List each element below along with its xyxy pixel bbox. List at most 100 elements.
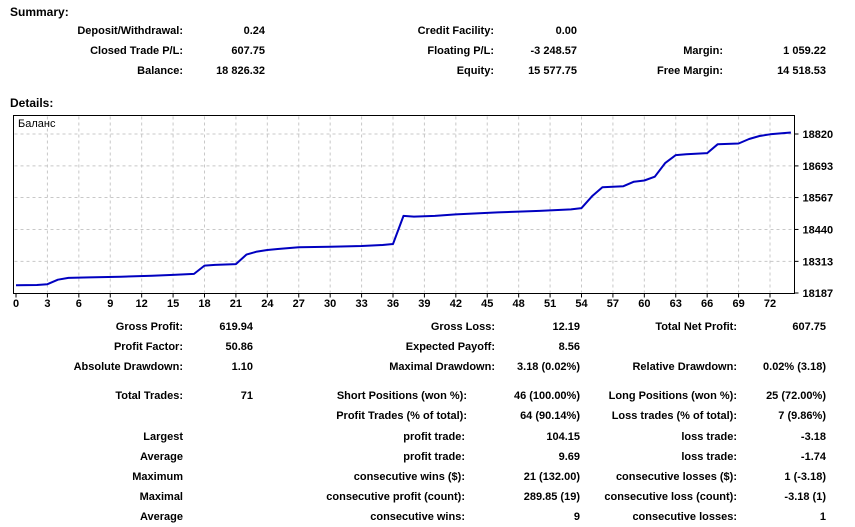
- chart-tick-label: 9: [107, 298, 113, 310]
- stat-label: Gross Profit:: [115, 321, 183, 333]
- stat-label: Profit Factor:: [113, 341, 183, 353]
- chart-tick-label: 27: [293, 298, 305, 310]
- summary-value: -3 248.57: [530, 45, 577, 57]
- chart-tick-label: 69: [732, 298, 744, 310]
- summary-value: 0.00: [555, 25, 577, 37]
- stat-label: Long Positions (won %):: [608, 390, 737, 402]
- summary-label: Credit Facility:: [417, 25, 494, 37]
- stat-value: 9: [573, 511, 580, 523]
- chart-tick-label: 63: [670, 298, 682, 310]
- stat-label: Expected Payoff:: [405, 341, 495, 353]
- stat-value: 9.69: [558, 451, 580, 463]
- chart-tick-label: 24: [261, 298, 274, 310]
- summary-label: Free Margin:: [656, 65, 723, 77]
- stat-label: Loss trades (% of total):: [611, 410, 737, 422]
- stat-label: consecutive losses ($):: [615, 471, 737, 483]
- stat-value: 50.86: [225, 341, 253, 353]
- stat-value: -3.18: [800, 431, 826, 443]
- chart-tick-label: 45: [481, 298, 493, 310]
- summary-value: 0.24: [243, 25, 265, 37]
- stat-value: 0.02% (3.18): [763, 361, 826, 373]
- stat-label: profit trade:: [403, 451, 465, 463]
- stat-label: Profit Trades (% of total):: [336, 410, 467, 422]
- chart-tick-label: 36: [387, 298, 399, 310]
- stat-value: 104.15: [546, 431, 580, 443]
- chart-tick-label: 18567: [803, 193, 834, 205]
- chart-tick-label: 18693: [803, 161, 834, 173]
- summary-label: Balance:: [137, 65, 183, 77]
- chart-tick-label: 18187: [803, 288, 834, 300]
- stat-label: consecutive profit (count):: [326, 491, 465, 503]
- summary-label: Margin:: [683, 45, 723, 57]
- chart-tick-label: 72: [764, 298, 776, 310]
- chart-tick-label: 21: [230, 298, 242, 310]
- stat-value: 1.10: [231, 361, 253, 373]
- stat-value: 12.19: [552, 321, 580, 333]
- summary-value: 607.75: [231, 45, 265, 57]
- stat-value: 25 (72.00%): [766, 390, 826, 402]
- chart-tick-label: 39: [418, 298, 430, 310]
- balance-line: [15, 131, 791, 287]
- stat-label: Maximum: [132, 471, 183, 483]
- stat-label: Relative Drawdown:: [632, 361, 737, 373]
- summary-label: Floating P/L:: [427, 45, 494, 57]
- chart-tick-label: 18820: [803, 129, 834, 141]
- details-heading: Details:: [10, 96, 54, 110]
- chart-tick-label: 18: [198, 298, 210, 310]
- stat-label: Average: [139, 511, 183, 523]
- stat-label: profit trade:: [403, 431, 465, 443]
- stat-value: -1.74: [800, 451, 826, 463]
- summary-value: 14 518.53: [777, 65, 826, 77]
- stat-value: 3.18 (0.02%): [517, 361, 580, 373]
- stat-label: Gross Loss:: [430, 321, 495, 333]
- stat-label: Total Trades:: [115, 390, 183, 402]
- chart-tick-label: 0: [13, 298, 19, 310]
- stat-label: Maximal: [139, 491, 183, 503]
- chart-tick-label: 18313: [803, 256, 834, 268]
- chart-tick-label: 51: [544, 298, 556, 310]
- chart-tick-label: 66: [701, 298, 713, 310]
- summary-heading: Summary:: [10, 5, 69, 19]
- chart-tick-label: 60: [638, 298, 650, 310]
- stat-label: consecutive loss (count):: [604, 491, 737, 503]
- summary-value: 18 826.32: [216, 65, 265, 77]
- stat-label: consecutive wins ($):: [353, 471, 465, 483]
- chart-tick-label: 18440: [803, 224, 834, 236]
- chart-tick-label: 12: [136, 298, 148, 310]
- stat-value: 289.85 (19): [523, 491, 580, 503]
- stat-label: consecutive wins:: [370, 511, 465, 523]
- stat-value: 64 (90.14%): [520, 410, 580, 422]
- stat-label: Maximal Drawdown:: [389, 361, 495, 373]
- chart-series-label: Баланс: [18, 118, 56, 130]
- chart-tick-label: 15: [167, 298, 179, 310]
- chart-tick-label: 54: [575, 298, 588, 310]
- balance-chart: 0 3 6 9 12 15 18 21 24 27 30 33 36 39 42 45 48 51 54 57 60 63…: [13, 114, 843, 314]
- stat-value: 1 (-3.18): [784, 471, 826, 483]
- balance-chart-plot: 0 3 6 9 12 15 18 21 24 27 30 33 36 39 42 45 48 51 54 57 60 63…: [13, 115, 834, 310]
- summary-label: Deposit/Withdrawal:: [77, 25, 183, 37]
- stat-label: Absolute Drawdown:: [73, 361, 183, 373]
- stat-value: 607.75: [792, 321, 826, 333]
- chart-tick-label: 42: [450, 298, 462, 310]
- chart-border: [13, 115, 795, 294]
- stat-value: 71: [240, 390, 253, 402]
- summary-value: 15 577.75: [528, 65, 577, 77]
- chart-tick-label: 57: [607, 298, 619, 310]
- stat-value: 1: [819, 511, 826, 523]
- stat-value: 7 (9.86%): [778, 410, 826, 422]
- summary-value: 1 059.22: [783, 45, 826, 57]
- stat-value: 46 (100.00%): [513, 390, 580, 402]
- stat-value: 8.56: [558, 341, 580, 353]
- stat-value: 21 (132.00): [523, 471, 580, 483]
- stat-label: Largest: [143, 431, 183, 443]
- stat-label: loss trade:: [681, 451, 737, 463]
- stat-label: Average: [139, 451, 183, 463]
- stat-value: 619.94: [219, 321, 253, 333]
- chart-tick-label: 6: [76, 298, 82, 310]
- chart-tick-label: 30: [324, 298, 336, 310]
- chart-tick-label: 33: [355, 298, 367, 310]
- stat-label: Total Net Profit:: [655, 321, 737, 333]
- summary-label: Closed Trade P/L:: [90, 45, 183, 57]
- chart-tick-label: 48: [513, 298, 525, 310]
- stat-label: Short Positions (won %):: [336, 390, 467, 402]
